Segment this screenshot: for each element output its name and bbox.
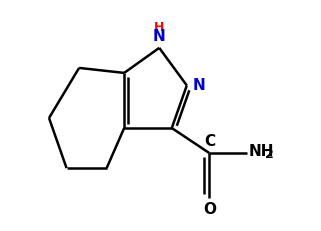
Text: N: N [153, 29, 166, 44]
Text: NH: NH [248, 144, 274, 158]
Text: N: N [193, 78, 206, 93]
Text: 2: 2 [265, 148, 274, 161]
Text: C: C [204, 134, 215, 149]
Text: H: H [154, 21, 164, 34]
Text: O: O [203, 202, 216, 217]
